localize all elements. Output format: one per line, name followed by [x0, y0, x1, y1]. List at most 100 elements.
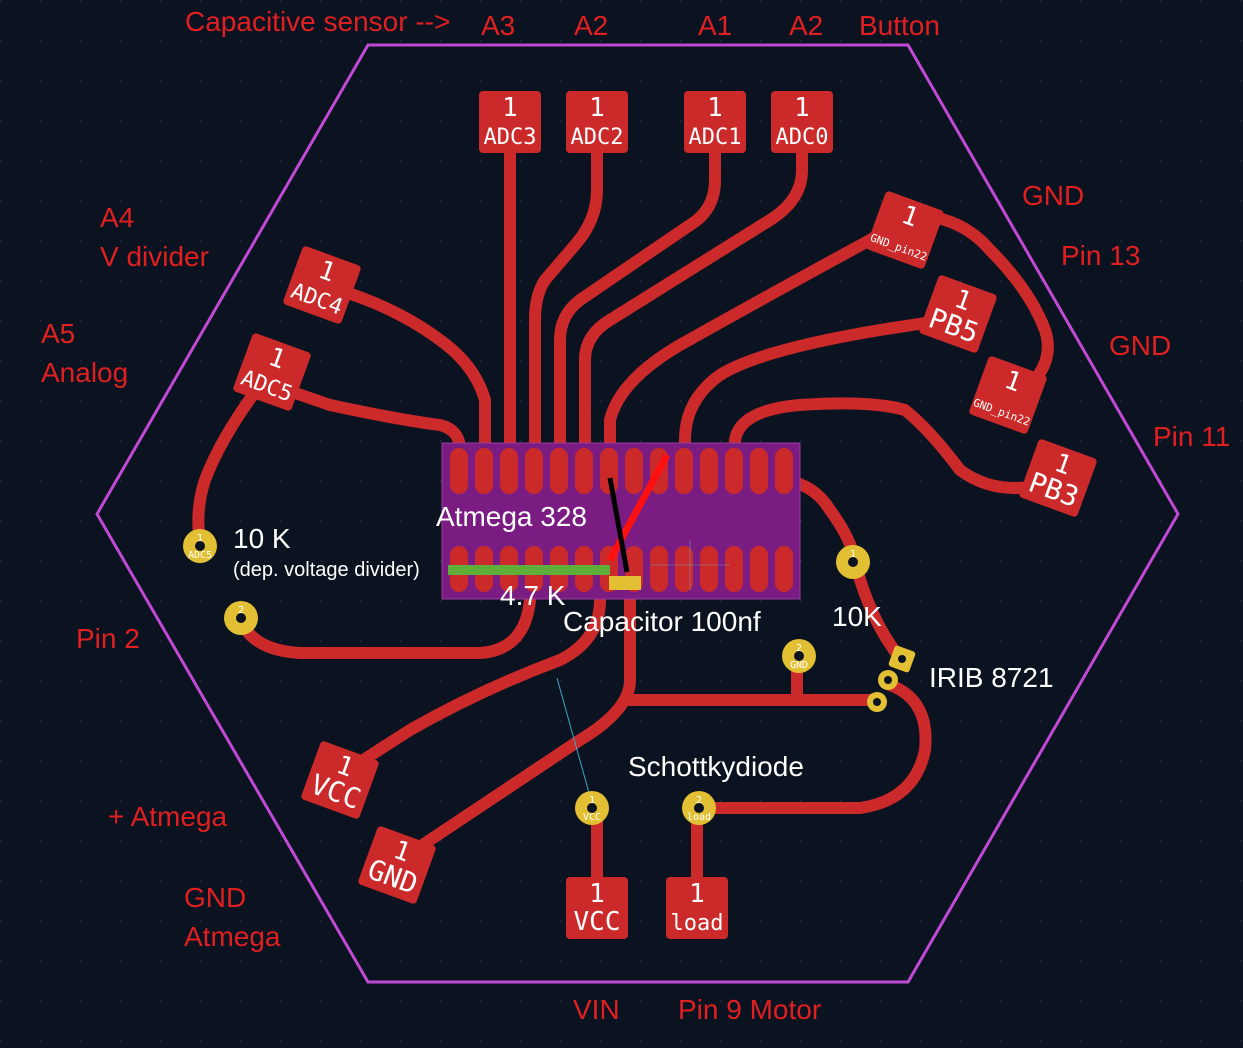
trace-irib-load [694, 679, 932, 814]
label-a2-left: A2 [574, 10, 609, 41]
label-gnd-atmega-1: GND [184, 882, 247, 913]
label-pin2: Pin 2 [76, 623, 140, 654]
via-name: GND [790, 660, 808, 671]
chip-pin-bottom [700, 546, 718, 592]
trace-pb3 [729, 397, 1066, 494]
via-left-lower-via[interactable]: 2 [224, 601, 258, 635]
pad-number: 1 [502, 93, 518, 123]
via-name: ADC5 [188, 550, 212, 561]
chip-pin-top [600, 448, 618, 494]
label-r47k: 4.7 K [500, 580, 566, 611]
chip-pin-bottom [675, 546, 693, 592]
label-r10k-left: 10 K [233, 523, 291, 554]
pad-number: 1 [707, 93, 723, 123]
label-vin: VIN [573, 994, 620, 1025]
label-pin11: Pin 11 [1153, 421, 1231, 452]
label-dep-voltage-divider: (dep. voltage divider) [233, 559, 420, 581]
pads: 1ADC31ADC21ADC11ADC01ADC41ADC51GND_pin22… [232, 91, 1097, 939]
via-number: 1 [589, 795, 595, 806]
chip-pin-top [625, 448, 643, 494]
chip-pin-bottom [650, 546, 668, 592]
label-analog: Analog [41, 357, 129, 388]
via-r10k-via[interactable]: 1 [836, 545, 870, 579]
trace-adc0 [579, 124, 808, 476]
via-vcc-via[interactable]: 1 VCC [575, 791, 609, 825]
chip-pin-top [500, 448, 518, 494]
via-number: 2 [238, 605, 244, 616]
chip-pin-top [450, 448, 468, 494]
label-plus-atmega: + Atmega [108, 801, 228, 832]
label-a3: A3 [481, 10, 516, 41]
irib-pad-3-hole [873, 698, 881, 706]
chip-top-pins [450, 448, 793, 494]
trace-adc2 [529, 124, 603, 476]
label-capacitive-sensor: Capacitive sensor --> [185, 6, 451, 37]
pad-name: ADC3 [484, 125, 537, 150]
label-irib: IRIB 8721 [929, 662, 1054, 693]
trace-gnd22-loop [904, 209, 1054, 391]
pad-name: ADC0 [776, 125, 829, 150]
label-a1: A1 [698, 10, 733, 41]
via-number: 1 [197, 533, 203, 544]
label-a2-right: A2 [789, 10, 824, 41]
atmega-chip[interactable] [441, 442, 801, 600]
chip-pin-top [725, 448, 743, 494]
pad-number: 1 [794, 93, 810, 123]
via-adc5-via[interactable]: 1 ADC5 [183, 529, 217, 563]
chip-pin-top [700, 448, 718, 494]
pad-number: 1 [589, 93, 605, 123]
via-load-via[interactable]: 2 load [682, 791, 716, 825]
irib-pad-1-hole [898, 655, 906, 663]
pad-number: 1 [689, 879, 705, 909]
ratsnest-line [556, 677, 592, 801]
label-schottky: Schottkydiode [628, 751, 804, 782]
label-gnd-mid: GND [1109, 330, 1172, 361]
chip-pin-top [775, 448, 793, 494]
label-capacitor: Capacitor 100nf [563, 606, 761, 637]
chip-pin-bottom [725, 546, 743, 592]
trace-vcc-left [334, 574, 606, 781]
vias: 1 ADC5 2 1 2 GND 1 VCC 2 load [183, 529, 870, 825]
capacitor-100nf[interactable] [609, 576, 641, 590]
label-pin9-motor: Pin 9 Motor [678, 994, 822, 1025]
pad-name: load [671, 911, 724, 936]
trace-adc4 [316, 279, 491, 476]
via-name: load [687, 812, 711, 823]
trace-adc1 [554, 124, 721, 476]
via-number: 1 [850, 549, 856, 560]
resistor-4-7k[interactable] [448, 565, 610, 575]
pad-name: VCC [574, 907, 621, 937]
label-a5: A5 [41, 318, 76, 349]
via-number: 2 [796, 643, 802, 654]
trace-gnd-left [394, 574, 636, 866]
label-r10k-right: 10K [832, 601, 882, 632]
pad-name: ADC1 [689, 125, 742, 150]
chip-pin-bottom [750, 546, 768, 592]
via-gnd-via[interactable]: 2 GND [782, 639, 816, 673]
chip-pin-top [675, 448, 693, 494]
label-pin13: Pin 13 [1061, 240, 1141, 271]
via-name: VCC [583, 812, 601, 823]
irib-pad-2-hole [884, 676, 892, 684]
label-button: Button [859, 10, 940, 41]
trace-gnd-pin22 [604, 219, 901, 476]
board-outline [95, 43, 1180, 984]
chip-pin-top [750, 448, 768, 494]
chip-pin-top [550, 448, 568, 494]
pad-number: 1 [589, 879, 605, 909]
trace-adc5-via [192, 386, 261, 549]
label-a4: A4 [100, 202, 135, 233]
